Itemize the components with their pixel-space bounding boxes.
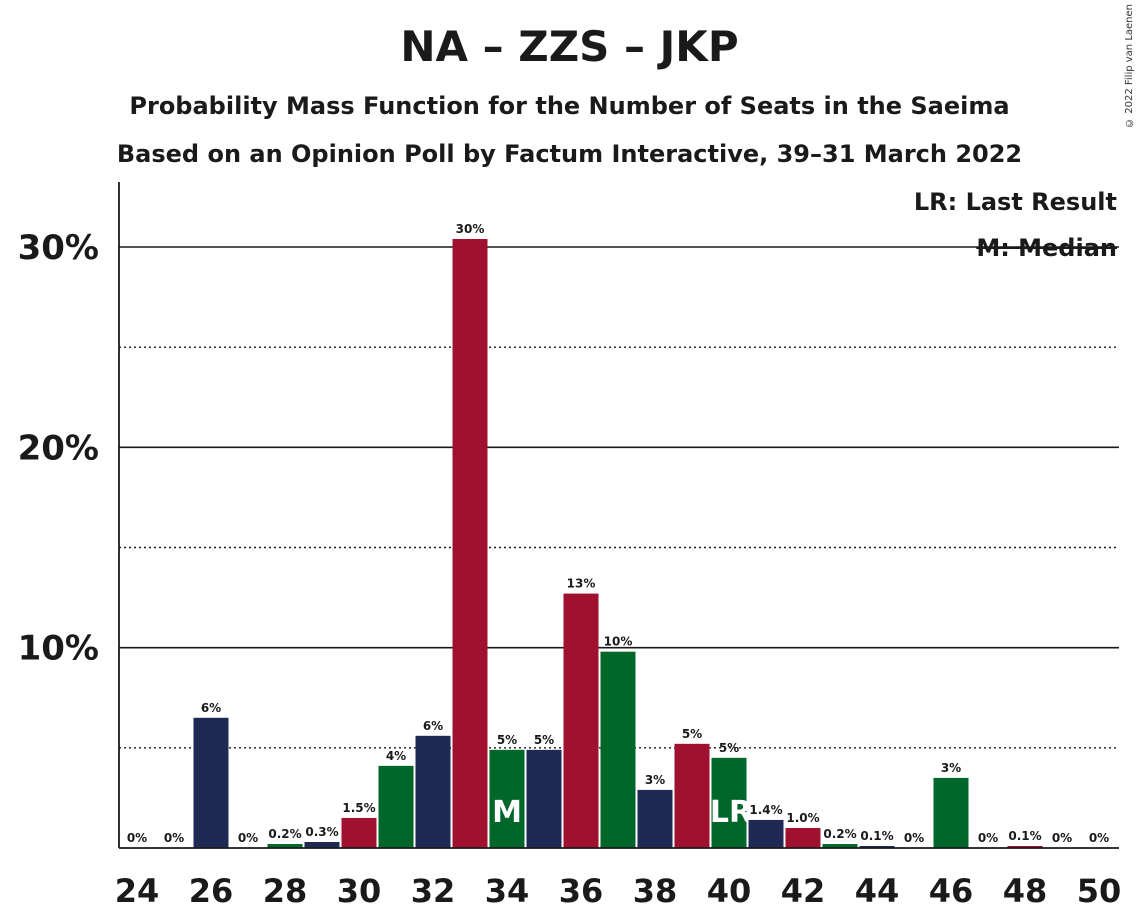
x-tick-label: 50 — [1077, 872, 1122, 910]
bar-label: 0% — [1052, 831, 1072, 845]
bar — [193, 717, 229, 848]
bar — [452, 238, 488, 848]
x-tick-label: 48 — [1003, 872, 1048, 910]
bar-label: 0% — [904, 831, 924, 845]
bar-label: 1.4% — [749, 803, 782, 817]
bar-label: 5% — [497, 733, 517, 747]
bar — [378, 765, 414, 848]
x-tick-label: 26 — [189, 872, 234, 910]
bar — [711, 757, 747, 848]
bar-label: 13% — [567, 577, 596, 591]
chart-title: NA – ZZS – JKP — [400, 22, 739, 71]
bar-label: 6% — [201, 701, 221, 715]
x-tick-label: 34 — [485, 872, 530, 910]
x-tick-label: 46 — [929, 872, 974, 910]
bar — [933, 777, 969, 848]
last-result-marker: LR — [710, 795, 752, 830]
x-tick-label: 42 — [781, 872, 826, 910]
x-tick-label: 30 — [337, 872, 382, 910]
bar-label: 5% — [682, 727, 702, 741]
bar — [415, 735, 451, 848]
bar — [563, 593, 599, 848]
y-tick-label: 10% — [18, 629, 99, 669]
bar-label: 0% — [127, 831, 147, 845]
bar — [674, 743, 710, 848]
bar — [341, 817, 377, 848]
axes: 10% 20% 30% 24 26 28 30 32 34 36 38 40 42 44 46 48 50 — [18, 182, 1122, 910]
bar-label: 0.1% — [860, 829, 893, 843]
x-tick-label: 36 — [559, 872, 604, 910]
y-tick-label: 30% — [18, 228, 99, 268]
chart-source-line: Based on an Opinion Poll by Factum Inter… — [116, 140, 1023, 168]
bar-label: 10% — [604, 635, 633, 649]
bar — [748, 819, 784, 848]
bar — [637, 789, 673, 848]
x-tick-label: 28 — [263, 872, 308, 910]
bar-label: 0% — [1089, 831, 1109, 845]
bar — [859, 845, 895, 848]
bar-label: 1.0% — [786, 811, 819, 825]
bar — [267, 843, 303, 848]
bar — [489, 749, 525, 848]
bar — [1007, 845, 1043, 848]
legend-last-result: LR: Last Result — [913, 188, 1117, 216]
bar-label: 0.1% — [1008, 829, 1041, 843]
bars: 0% 0% 6% 0% 0.2% 0.3% 1.5% 4% 6% 30% 5% M 5% 13% 10% 3%… — [127, 222, 1109, 848]
bar-label: 0.3% — [305, 825, 338, 839]
bar-label: 0% — [238, 831, 258, 845]
bar-label: 6% — [423, 719, 443, 733]
bar-label: 1.5% — [342, 801, 375, 815]
bar-label: 3% — [941, 761, 961, 775]
bar — [526, 749, 562, 848]
x-tick-label: 44 — [855, 872, 900, 910]
chart-subtitle: Probability Mass Function for the Number… — [129, 92, 1010, 120]
bar — [785, 827, 821, 848]
bar-label: 0.2% — [823, 827, 856, 841]
bar — [304, 841, 340, 848]
bar-label: 0% — [164, 831, 184, 845]
bar — [822, 843, 858, 848]
y-tick-label: 20% — [18, 428, 99, 468]
bar-label: 4% — [386, 749, 406, 763]
bar-label: 0% — [978, 831, 998, 845]
bar-label: 30% — [456, 222, 485, 236]
x-tick-label: 38 — [633, 872, 678, 910]
median-marker: M — [492, 795, 522, 830]
legend-median: M: Median — [976, 234, 1117, 262]
bar-label: 0.2% — [268, 827, 301, 841]
bar — [600, 651, 636, 848]
bar-label: 3% — [645, 773, 665, 787]
bar-label: 5% — [719, 741, 739, 755]
bar-label: 5% — [534, 733, 554, 747]
x-tick-label: 32 — [411, 872, 456, 910]
x-tick-label: 24 — [115, 872, 160, 910]
x-tick-label: 40 — [707, 872, 752, 910]
